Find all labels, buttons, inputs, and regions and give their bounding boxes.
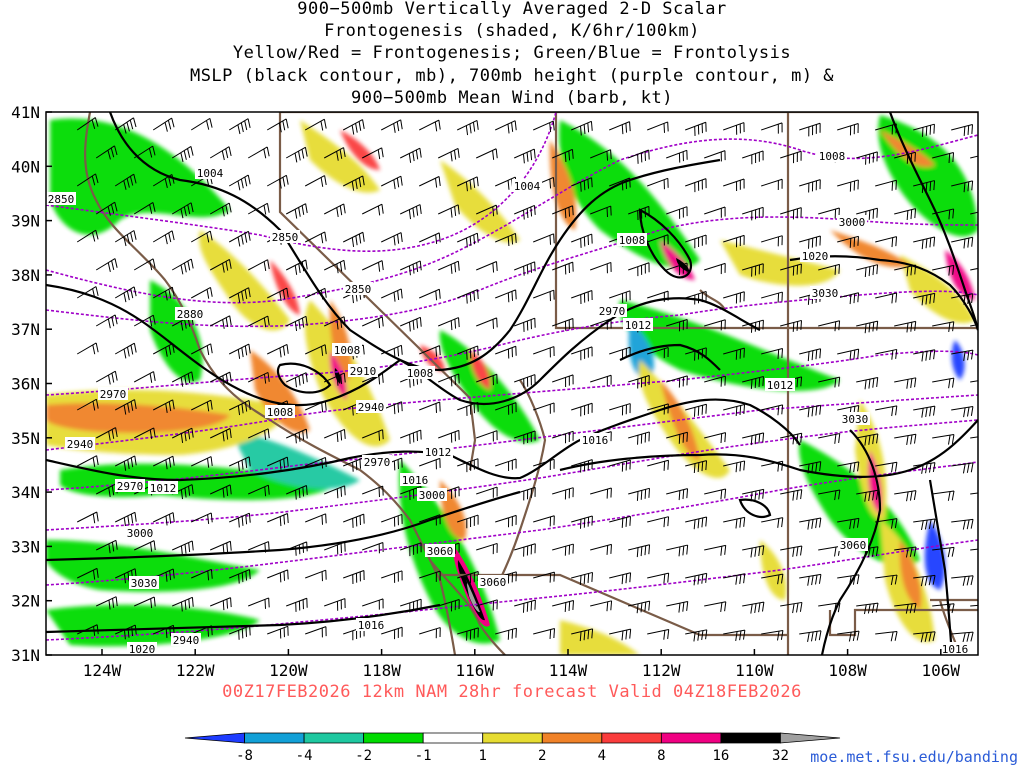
mslp-label: 1016 xyxy=(358,619,385,632)
lat-tick-label: 38N xyxy=(11,266,40,285)
height-label: 2970 xyxy=(100,388,127,401)
lat-tick-label: 32N xyxy=(11,592,40,611)
colorbar-label: 4 xyxy=(598,748,606,764)
height-label: 2910 xyxy=(350,365,377,378)
lon-tick-label: 106W xyxy=(922,661,961,680)
lat-tick-label: 34N xyxy=(11,483,40,502)
mslp-label: 1016 xyxy=(402,474,429,487)
mslp-label: 1008 xyxy=(619,234,646,247)
lon-tick-label: 120W xyxy=(269,661,308,680)
height-label: 2940 xyxy=(67,438,94,451)
height-label: 2850 xyxy=(48,193,75,206)
forecast-valid-time: 00Z17FEB2026 12km NAM 28hr forecast Vali… xyxy=(0,682,1024,702)
credit-url[interactable]: moe.met.fsu.edu/banding xyxy=(810,748,1018,766)
colorbar-label: -1 xyxy=(415,748,432,764)
colorbar-label: -2 xyxy=(355,748,372,764)
height-label: 2940 xyxy=(173,634,200,647)
mslp-label: 1008 xyxy=(334,344,361,357)
height-label: 2970 xyxy=(599,305,626,318)
colorbar-swatch xyxy=(245,733,305,743)
colorbar-label: -8 xyxy=(236,748,253,764)
height-label: 3000 xyxy=(127,527,154,540)
lon-tick-label: 112W xyxy=(642,661,681,680)
colorbar-label: -4 xyxy=(296,748,313,764)
colorbar-swatch xyxy=(185,733,245,743)
height-label: 2970 xyxy=(364,456,391,469)
colorbar-swatch xyxy=(602,733,662,743)
lon-tick-label: 124W xyxy=(83,661,122,680)
colorbar-label: 32 xyxy=(772,748,789,764)
lon-tick-label: 116W xyxy=(456,661,495,680)
height-label: 2940 xyxy=(358,401,385,414)
height-label: 3060 xyxy=(840,539,867,552)
colorbar-label: 1 xyxy=(479,748,487,764)
mslp-label: 1020 xyxy=(802,250,829,263)
colorbar-label: 2 xyxy=(538,748,546,764)
height-label: 3000 xyxy=(419,489,446,502)
mslp-label: 1012 xyxy=(767,379,794,392)
mslp-label: 1004 xyxy=(514,180,541,193)
height-label: 2880 xyxy=(177,308,204,321)
colorbar-label: 16 xyxy=(712,748,729,764)
colorbar-label: 8 xyxy=(657,748,665,764)
lon-tick-label: 118W xyxy=(362,661,401,680)
lon-tick-label: 108W xyxy=(828,661,867,680)
mslp-label: 1012 xyxy=(625,319,652,332)
mslp-label: 1016 xyxy=(942,643,969,656)
mslp-label: 1020 xyxy=(129,643,156,656)
height-label: 2970 xyxy=(117,480,144,493)
height-label: 3060 xyxy=(427,545,454,558)
mslp-label: 1004 xyxy=(197,167,224,180)
colorbar-swatch xyxy=(780,733,840,743)
height-label: 3030 xyxy=(812,287,839,300)
lat-tick-label: 33N xyxy=(11,537,40,556)
lat-tick-label: 36N xyxy=(11,375,40,394)
colorbar: -8 -4 -2 -1 1 2 4 8 16 32 xyxy=(185,733,840,764)
height-label: 3030 xyxy=(131,577,158,590)
lat-tick-label: 40N xyxy=(11,157,40,176)
lon-tick-label: 110W xyxy=(735,661,774,680)
colorbar-swatch xyxy=(721,733,781,743)
lon-tick-label: 114W xyxy=(549,661,588,680)
mslp-label: 1008 xyxy=(267,406,294,419)
height-label: 3060 xyxy=(480,576,507,589)
lat-tick-label: 39N xyxy=(11,212,40,231)
mslp-label: 1012 xyxy=(150,482,177,495)
mslp-label: 1016 xyxy=(582,434,609,447)
height-label: 2850 xyxy=(272,231,299,244)
colorbar-swatch xyxy=(304,733,364,743)
lon-tick-label: 122W xyxy=(176,661,215,680)
lat-tick-label: 31N xyxy=(11,646,40,665)
lat-tick-label: 41N xyxy=(11,103,40,122)
colorbar-swatch xyxy=(483,733,543,743)
height-label: 1008 xyxy=(819,150,846,163)
colorbar-swatch xyxy=(661,733,721,743)
colorbar-swatch xyxy=(423,733,483,743)
height-label: 3000 xyxy=(839,216,866,229)
mslp-label: 1008 xyxy=(407,367,434,380)
colorbar-swatch xyxy=(364,733,424,743)
height-label: 3030 xyxy=(842,413,869,426)
lat-tick-label: 37N xyxy=(11,320,40,339)
lat-tick-label: 35N xyxy=(11,429,40,448)
mslp-label: 1012 xyxy=(425,446,452,459)
colorbar-swatch xyxy=(542,733,602,743)
height-label: 2850 xyxy=(345,283,372,296)
